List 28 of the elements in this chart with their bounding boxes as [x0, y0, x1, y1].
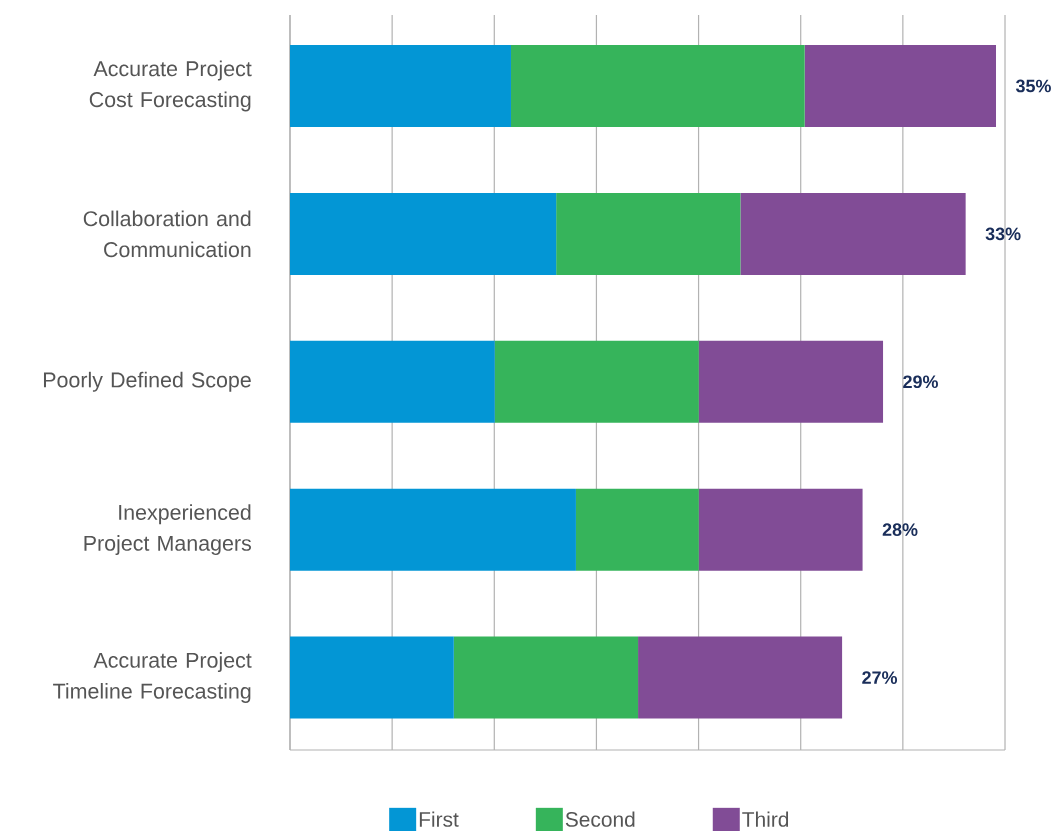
- bar: [290, 44, 511, 127]
- y-tick-label: Inexperienced Project Managers: [84, 504, 251, 556]
- bar: [804, 44, 996, 127]
- bar: [510, 44, 805, 127]
- legend-label: Third: [742, 811, 789, 827]
- bar: [290, 192, 557, 275]
- legend-label: Second: [565, 811, 635, 827]
- annotation: 27%: [862, 671, 898, 684]
- bar: [556, 192, 741, 275]
- bar: [290, 636, 454, 719]
- bar: [698, 340, 884, 423]
- y-tick-label: Accurate Project Cost Forecasting: [89, 60, 252, 112]
- annotation: 35%: [1015, 79, 1051, 93]
- bar: [290, 340, 495, 423]
- bar: [453, 636, 639, 719]
- bar: [494, 340, 699, 423]
- y-tick-label: Accurate Project Timeline Forecasting: [53, 652, 252, 703]
- bar: [290, 488, 576, 571]
- legend-label: First: [419, 811, 459, 827]
- bar: [575, 488, 699, 571]
- annotation: 33%: [985, 227, 1021, 241]
- annotation: 29%: [903, 375, 938, 389]
- annotation: 28%: [882, 523, 918, 536]
- bar: [638, 636, 843, 719]
- bar: [740, 192, 966, 275]
- y-tick-label: Poorly Defined Scope: [43, 371, 251, 392]
- y-tick-label: Collaboration and Communication: [83, 210, 251, 258]
- bar: [698, 488, 863, 571]
